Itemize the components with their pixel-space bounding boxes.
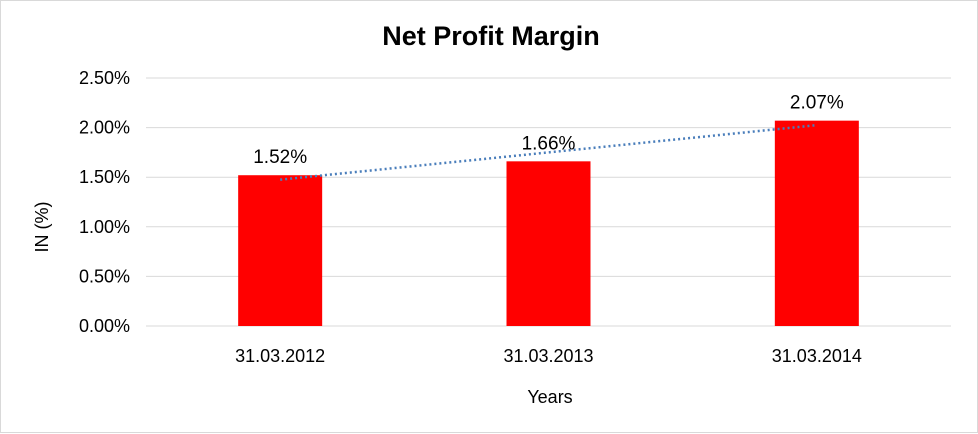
x-tick-label: 31.03.2013 [503, 346, 593, 366]
bar [774, 120, 859, 326]
y-tick-label: 2.50% [79, 68, 130, 88]
x-axis-ticks: 31.03.2012 31.03.2013 31.03.2014 [235, 346, 862, 366]
data-label: 2.07% [790, 93, 844, 114]
bar [506, 161, 591, 326]
y-tick-label: 2.00% [79, 118, 130, 138]
x-tick-label: 31.03.2012 [235, 346, 325, 366]
x-tick-label: 31.03.2014 [772, 346, 862, 366]
chart-title: Net Profit Margin [382, 21, 600, 51]
x-axis-label: Years [527, 387, 572, 407]
y-axis-ticks: 0.00% 0.50% 1.00% 1.50% 2.00% 2.50% [79, 68, 130, 336]
y-tick-label: 0.50% [79, 266, 130, 286]
y-tick-label: 0.00% [79, 316, 130, 336]
y-tick-label: 1.50% [79, 167, 130, 187]
y-axis-label: IN (%) [32, 202, 52, 253]
y-tick-label: 1.00% [79, 217, 130, 237]
data-label: 1.66% [522, 133, 576, 154]
data-label: 1.52% [253, 147, 307, 168]
bar [238, 175, 323, 326]
bars [238, 120, 859, 326]
data-labels: 1.52% 1.66% 2.07% [253, 93, 844, 169]
